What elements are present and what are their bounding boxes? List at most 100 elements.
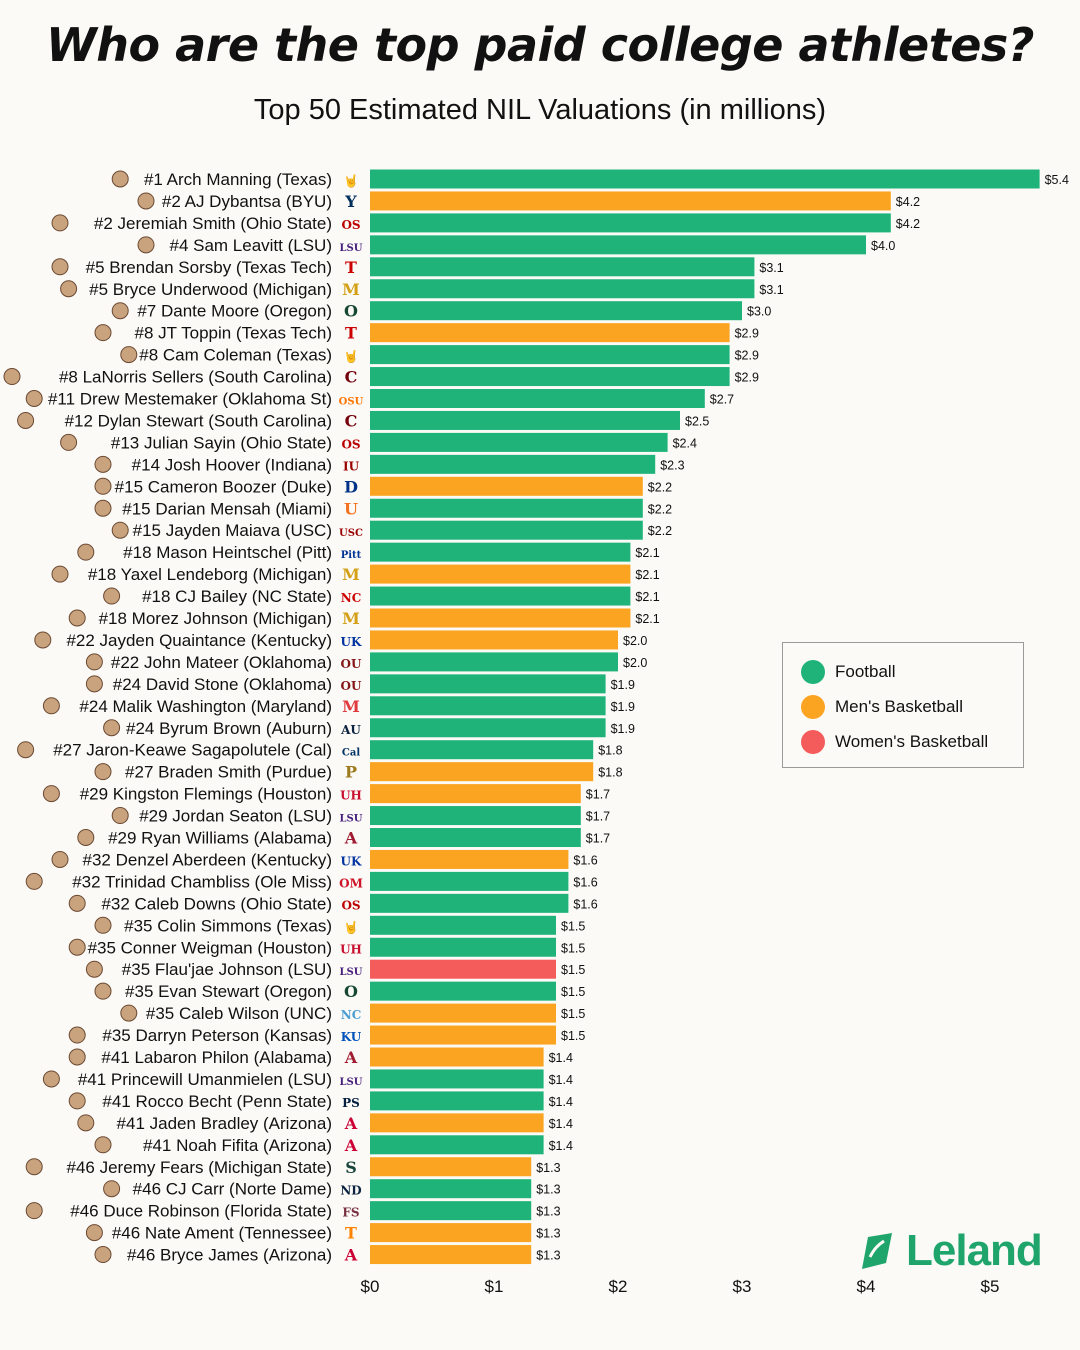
bar [370,432,668,452]
bar [370,257,755,277]
athlete-headshot-icon [94,477,112,495]
athlete-label: #29 Jordan Seaton (LSU) [139,807,332,826]
school-logo-icon: Y [344,192,357,211]
athlete-label: #29 Kingston Flemings (Houston) [80,785,332,804]
athlete-label: #41 Noah Fifita (Arizona) [143,1136,332,1155]
athlete-label: #24 David Stone (Oklahoma) [113,675,332,694]
athlete-label: #24 Malik Washington (Maryland) [79,697,332,716]
athlete-label: #46 Nate Ament (Tennessee) [112,1224,332,1243]
athlete-headshot-icon [94,499,112,517]
x-tick-label: $3 [733,1277,752,1296]
athlete-label: #7 Dante Moore (Oregon) [137,302,332,321]
legend-swatch-mens-basketball [801,695,825,719]
bar [370,454,656,474]
athlete-label: #18 Mason Heintschel (Pitt) [123,543,332,562]
athlete-headshot-icon [51,214,69,232]
athlete-label: #35 Flau'jae Johnson (LSU) [122,960,332,979]
bar-value-label: $1.5 [561,1007,585,1021]
athlete-label: #12 Dylan Stewart (South Carolina) [65,411,332,430]
bar [370,169,1040,189]
bar-value-label: $2.1 [635,546,659,560]
school-logo-icon: NC [341,591,362,605]
school-logo-icon: OSU [339,397,364,408]
bar [370,1047,544,1067]
athlete-headshot-icon [94,324,112,342]
bar-value-label: $1.3 [536,1249,560,1263]
athlete-headshot-icon [94,455,112,473]
bar [370,630,618,650]
bar-value-label: $1.9 [611,700,635,714]
athlete-label: #46 Duce Robinson (Florida State) [70,1202,332,1221]
athlete-label: #22 John Mateer (Oklahoma) [111,653,332,672]
athlete-headshot-icon [111,170,129,188]
school-logo-icon: IU [343,459,360,473]
athlete-headshot-icon [120,346,138,364]
school-logo-icon: NC [341,1008,362,1022]
athlete-headshot-icon [77,543,95,561]
bar [370,213,891,233]
athlete-label: #8 LaNorris Sellers (South Carolina) [59,368,332,387]
athlete-headshot-icon [25,390,43,407]
bar-value-label: $1.7 [586,832,610,846]
bar-value-label: $1.8 [598,766,622,780]
athlete-headshot-icon [68,1048,86,1066]
bar [370,1245,532,1265]
school-logo-icon: OS [341,898,360,912]
x-tick-label: $5 [981,1277,1000,1296]
athlete-headshot-icon [85,675,103,693]
athlete-headshot-icon [85,653,103,671]
athlete-label: #32 Caleb Downs (Ohio State) [101,894,332,913]
athlete-label: #46 CJ Carr (Norte Dame) [133,1180,332,1199]
bar-value-label: $2.4 [673,436,697,450]
school-logo-icon: 🤘 [344,919,359,934]
bar-value-label: $1.5 [561,1029,585,1043]
school-logo-icon: M [342,697,360,716]
bar-value-label: $4.2 [896,217,920,231]
athlete-headshot-icon [137,192,155,210]
athlete-label: #32 Trinidad Chambliss (Ole Miss) [72,872,332,891]
athlete-label: #13 Julian Sayin (Ohio State) [111,433,332,452]
school-logo-icon: FS [342,1206,359,1220]
bar-value-label: $2.1 [635,568,659,582]
school-logo-icon: UH [340,789,362,803]
bar [370,235,866,255]
bar [370,301,742,321]
bar [370,937,556,957]
athlete-headshot-icon [77,829,95,846]
athlete-label: #18 CJ Bailey (NC State) [142,587,332,606]
bar [370,191,891,211]
bar-value-label: $1.3 [536,1205,560,1219]
bar [370,1091,544,1111]
school-logo-icon: T [345,324,357,343]
bar-value-label: $1.4 [549,1073,573,1087]
bar-value-label: $1.5 [561,963,585,977]
athlete-headshot-icon [137,236,155,254]
bar-value-label: $4.0 [871,239,895,253]
bar-value-label: $2.9 [735,371,759,385]
bar [370,718,606,738]
athlete-headshot-icon [68,1026,86,1044]
chart-title: Who are the top paid college athletes? [46,18,1034,72]
bar [370,476,643,496]
bar [370,345,730,365]
school-logo-icon: OM [339,876,363,890]
athlete-headshot-icon [68,938,86,956]
athlete-headshot-icon [51,258,69,276]
bar-value-label: $1.3 [536,1183,560,1197]
bar [370,367,730,387]
bar-value-label: $1.4 [549,1095,573,1109]
school-logo-icon: A [344,1048,358,1067]
school-logo-icon: M [342,565,360,584]
bar-value-label: $1.6 [573,853,597,867]
bar [370,542,631,562]
school-logo-icon: A [344,1114,358,1133]
athlete-label: #14 Josh Hoover (Indiana) [132,455,332,474]
athlete-label: #35 Colin Simmons (Texas) [124,916,332,935]
school-logo-icon: PS [342,1096,360,1110]
athlete-headshot-icon [94,916,112,934]
legend-label-mens-basketball: Men's Basketball [835,697,963,716]
bar [370,586,631,606]
school-logo-icon: 🤘 [344,173,359,188]
athlete-label: #2 AJ Dybantsa (BYU) [162,192,332,211]
bar [370,828,581,847]
